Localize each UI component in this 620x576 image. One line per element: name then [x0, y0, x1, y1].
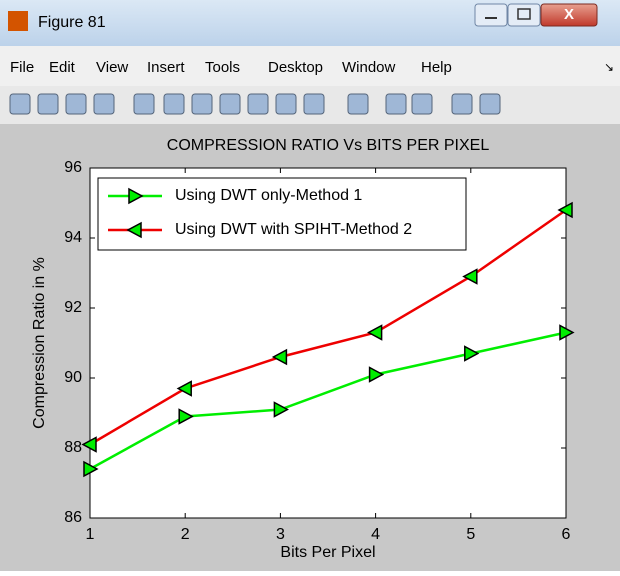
- toolbar-button[interactable]: [385, 93, 407, 115]
- x-tick-label: 2: [181, 526, 190, 543]
- marker: [83, 460, 99, 478]
- toolbar-button[interactable]: [411, 93, 433, 115]
- y-tick-label: 94: [64, 229, 82, 246]
- menu-item[interactable]: Desktop: [268, 59, 323, 76]
- toolbar-button[interactable]: [163, 93, 185, 115]
- y-axis-label: Compression Ratio in %: [31, 257, 48, 429]
- toolbar-button[interactable]: [347, 93, 369, 115]
- y-tick-label: 90: [64, 369, 82, 386]
- legend-marker: [126, 221, 142, 239]
- marker: [178, 408, 194, 425]
- marker: [273, 401, 289, 418]
- marker: [557, 201, 573, 219]
- menu-bar: [0, 46, 620, 86]
- toolbar-button[interactable]: [275, 93, 297, 115]
- menu-item[interactable]: View: [96, 59, 128, 76]
- toolbar-button[interactable]: [219, 93, 241, 115]
- marker: [176, 380, 192, 397]
- x-tick-label: 5: [466, 526, 475, 543]
- window-title: Figure 81: [38, 14, 106, 31]
- legend: [97, 177, 467, 251]
- legend-label: Using DWT only-Method 1: [175, 187, 362, 204]
- marker: [462, 268, 478, 285]
- toolbar-button[interactable]: [37, 93, 59, 115]
- marker: [368, 366, 385, 383]
- svg-text:↘: ↘: [604, 60, 614, 74]
- toolbar-button[interactable]: [133, 93, 155, 115]
- marker: [81, 436, 97, 453]
- y-tick-label: 88: [64, 439, 82, 456]
- toolbar-button[interactable]: [65, 93, 87, 115]
- marker: [464, 345, 480, 362]
- menu-item[interactable]: Tools: [205, 59, 240, 76]
- toolbar-button[interactable]: [451, 93, 473, 115]
- menu-item[interactable]: Edit: [49, 59, 76, 76]
- x-tick-label: 4: [371, 526, 380, 543]
- x-tick-label: 1: [86, 526, 95, 543]
- app-icon: [8, 11, 28, 31]
- toolbar-button[interactable]: [247, 93, 269, 115]
- maximize-button[interactable]: [507, 3, 541, 27]
- x-axis-label: Bits Per Pixel: [280, 544, 375, 561]
- chart-title: COMPRESSION RATIO Vs BITS PER PIXEL: [167, 137, 490, 154]
- minimize-button[interactable]: [474, 3, 508, 27]
- marker: [367, 324, 383, 341]
- y-tick-label: 86: [64, 509, 82, 526]
- menu-item[interactable]: Help: [421, 59, 452, 76]
- series-line: [89, 208, 567, 446]
- toolbar-button[interactable]: [191, 93, 213, 115]
- toolbar-button[interactable]: [303, 93, 325, 115]
- menu-item[interactable]: Window: [342, 59, 396, 76]
- marker: [271, 348, 288, 366]
- menu-item[interactable]: Insert: [147, 59, 185, 76]
- y-tick-label: 96: [64, 159, 82, 176]
- marker: [559, 324, 575, 341]
- close-button[interactable]: [540, 3, 598, 27]
- legend-marker: [128, 187, 144, 205]
- y-tick-label: 92: [64, 299, 82, 316]
- toolbar-button[interactable]: [93, 93, 115, 115]
- x-tick-label: 3: [276, 526, 285, 543]
- toolbar-button[interactable]: [9, 93, 31, 115]
- legend-label: Using DWT with SPIHT-Method 2: [175, 221, 412, 238]
- svg-text:X: X: [564, 6, 574, 23]
- series-line: [89, 331, 567, 471]
- menu-item[interactable]: File: [10, 59, 34, 76]
- toolbar-button[interactable]: [479, 93, 501, 115]
- x-tick-label: 6: [562, 526, 571, 543]
